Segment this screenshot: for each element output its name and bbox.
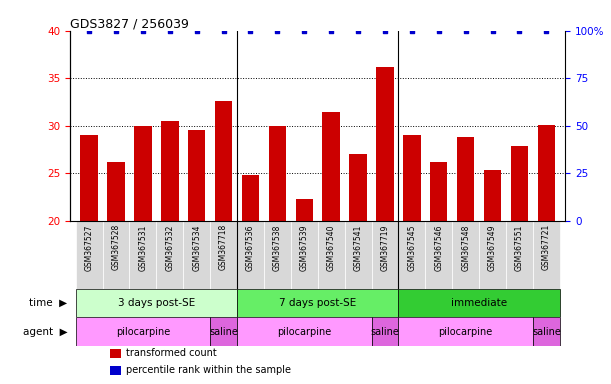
Point: [111, 28, 121, 34]
Bar: [511, 146, 528, 221]
Point: [165, 28, 175, 34]
Point: [299, 28, 309, 34]
Bar: [183, 221, 210, 289]
Point: [514, 28, 524, 34]
Bar: [242, 175, 259, 221]
Bar: [457, 137, 474, 221]
Point: [541, 28, 551, 34]
Bar: [161, 121, 178, 221]
Text: GSM367539: GSM367539: [300, 224, 309, 271]
Bar: [134, 126, 152, 221]
Bar: [237, 317, 371, 346]
Text: GSM367540: GSM367540: [327, 224, 335, 271]
Text: saline: saline: [209, 326, 238, 336]
Bar: [398, 317, 533, 346]
Text: transformed count: transformed count: [126, 348, 216, 358]
Bar: [130, 221, 156, 289]
Text: GSM367532: GSM367532: [166, 224, 174, 271]
Point: [273, 28, 282, 34]
Text: GSM367527: GSM367527: [84, 224, 93, 271]
Point: [326, 28, 336, 34]
Bar: [318, 221, 345, 289]
Bar: [108, 162, 125, 221]
Bar: [291, 221, 318, 289]
Bar: [103, 221, 130, 289]
Bar: [533, 221, 560, 289]
Text: GSM367528: GSM367528: [111, 224, 120, 270]
Point: [84, 28, 94, 34]
Bar: [156, 221, 183, 289]
Text: GSM367551: GSM367551: [515, 224, 524, 271]
Text: GSM367545: GSM367545: [408, 224, 416, 271]
Bar: [210, 221, 237, 289]
Text: pilocarpine: pilocarpine: [115, 326, 170, 336]
Bar: [538, 125, 555, 221]
Bar: [506, 221, 533, 289]
Bar: [296, 199, 313, 221]
Bar: [403, 135, 420, 221]
Bar: [371, 221, 398, 289]
Point: [138, 28, 148, 34]
Text: pilocarpine: pilocarpine: [277, 326, 331, 336]
Bar: [425, 221, 452, 289]
Bar: [76, 317, 210, 346]
Bar: [430, 162, 447, 221]
Bar: [398, 289, 560, 317]
Text: 3 days post-SE: 3 days post-SE: [118, 298, 195, 308]
Text: GSM367718: GSM367718: [219, 224, 228, 270]
Text: GSM367719: GSM367719: [381, 224, 389, 271]
Bar: [398, 221, 425, 289]
Text: saline: saline: [370, 326, 400, 336]
Text: pilocarpine: pilocarpine: [439, 326, 493, 336]
Bar: [479, 221, 506, 289]
Text: GSM367536: GSM367536: [246, 224, 255, 271]
Point: [461, 28, 470, 34]
Bar: [110, 366, 121, 375]
Bar: [345, 221, 371, 289]
Text: agent  ▶: agent ▶: [23, 326, 67, 336]
Bar: [188, 129, 205, 221]
Text: GSM367721: GSM367721: [542, 224, 551, 270]
Bar: [210, 317, 237, 346]
Bar: [81, 135, 98, 221]
Point: [407, 28, 417, 34]
Bar: [110, 349, 121, 358]
Text: GDS3827 / 256039: GDS3827 / 256039: [70, 18, 189, 31]
Text: 7 days post-SE: 7 days post-SE: [279, 298, 356, 308]
Point: [246, 28, 255, 34]
Text: GSM367541: GSM367541: [354, 224, 362, 271]
Bar: [264, 221, 291, 289]
Bar: [269, 126, 286, 221]
Text: saline: saline: [532, 326, 561, 336]
Bar: [349, 154, 367, 221]
Text: GSM367538: GSM367538: [273, 224, 282, 271]
Text: GSM367546: GSM367546: [434, 224, 443, 271]
Point: [434, 28, 444, 34]
Bar: [237, 289, 398, 317]
Bar: [533, 317, 560, 346]
Point: [219, 28, 229, 34]
Text: immediate: immediate: [451, 298, 507, 308]
Bar: [76, 289, 237, 317]
Bar: [237, 221, 264, 289]
Bar: [484, 169, 501, 221]
Text: GSM367549: GSM367549: [488, 224, 497, 271]
Bar: [323, 111, 340, 221]
Point: [380, 28, 390, 34]
Bar: [371, 317, 398, 346]
Text: GSM367548: GSM367548: [461, 224, 470, 271]
Point: [192, 28, 202, 34]
Bar: [452, 221, 479, 289]
Text: GSM367531: GSM367531: [138, 224, 147, 271]
Text: GSM367534: GSM367534: [192, 224, 201, 271]
Text: percentile rank within the sample: percentile rank within the sample: [126, 365, 291, 375]
Bar: [215, 101, 232, 221]
Point: [353, 28, 363, 34]
Text: time  ▶: time ▶: [29, 298, 67, 308]
Bar: [376, 67, 393, 221]
Point: [488, 28, 497, 34]
Bar: [76, 221, 103, 289]
